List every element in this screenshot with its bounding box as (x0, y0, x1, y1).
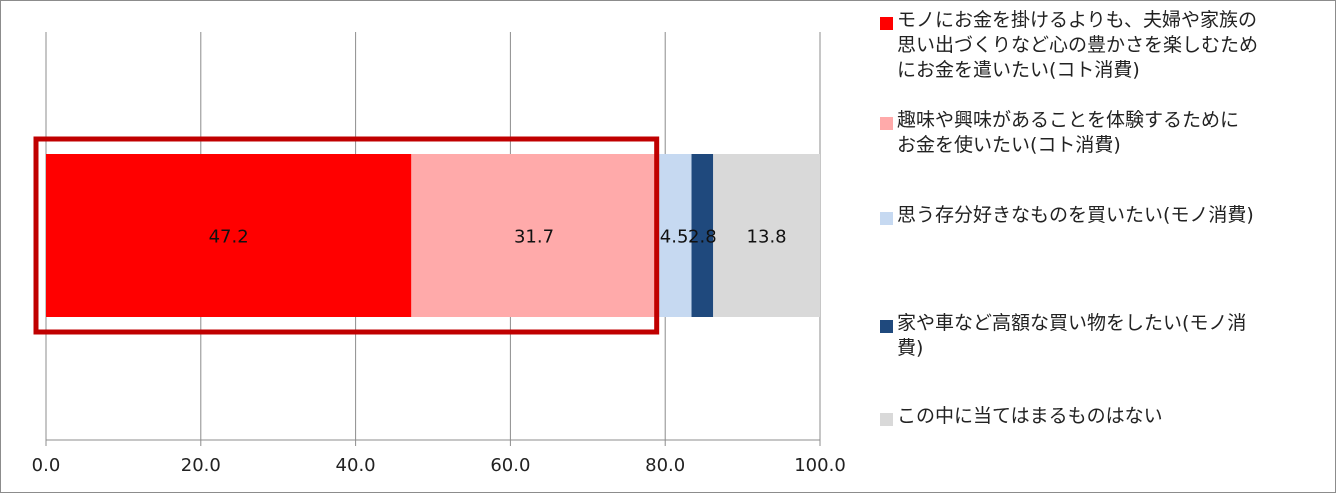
legend-swatch (880, 212, 893, 225)
legend-swatch (880, 413, 893, 426)
legend-swatch (880, 117, 893, 130)
legend-line: モノにお金を掛けるよりも、夫婦や家族の (897, 9, 1258, 31)
legend-label: 家や車など高額な買い物をしたい(モノ消 費) (897, 311, 1246, 361)
x-tick-label: 60.0 (490, 455, 530, 476)
data-label-2: 4.5 (660, 227, 689, 248)
bar-segment-0 (46, 154, 412, 317)
data-label-3: 2.8 (688, 227, 717, 248)
legend-line: この中に当てはまるものはない (897, 405, 1163, 427)
x-tick-label: 0.0 (32, 455, 61, 476)
x-tick-label: 80.0 (645, 455, 685, 476)
data-label-4: 13.8 (747, 227, 787, 248)
legend-item-mono-favorite: 思う存分好きなものを買いたい(モノ消費) (880, 203, 1325, 228)
legend-line: 家や車など高額な買い物をしたい(モノ消 (897, 312, 1247, 334)
data-label-1: 31.7 (514, 227, 554, 248)
legend-line: 費) (897, 337, 924, 359)
highlight-box (33, 136, 660, 335)
legend-line: 趣味や興味があることを体験するために (897, 109, 1240, 131)
legend-item-koto-family: モノにお金を掛けるよりも、夫婦や家族の 思い出づくりなど心の豊かさを楽しむため … (880, 8, 1325, 83)
legend-label: 思う存分好きなものを買いたい(モノ消費) (897, 203, 1254, 228)
legend-label: モノにお金を掛けるよりも、夫婦や家族の 思い出づくりなど心の豊かさを楽しむため … (897, 8, 1258, 83)
legend-swatch (880, 17, 893, 30)
data-label-0: 47.2 (209, 227, 249, 248)
x-tick-label: 20.0 (181, 455, 221, 476)
legend-line: お金を使いたい(コト消費) (897, 134, 1121, 156)
legend-item-koto-hobby: 趣味や興味があることを体験するために お金を使いたい(コト消費) (880, 108, 1325, 158)
legend-item-mono-expensive: 家や車など高額な買い物をしたい(モノ消 費) (880, 311, 1325, 361)
legend-line: にお金を遣いたい(コト消費) (897, 59, 1140, 81)
bar-segment-3 (691, 154, 714, 317)
legend-label: この中に当てはまるものはない (897, 404, 1163, 429)
legend-line: 思い出づくりなど心の豊かさを楽しむため (897, 34, 1259, 56)
bar-segment-1 (411, 154, 657, 317)
bar-segment-2 (656, 154, 692, 317)
x-tick-label: 40.0 (336, 455, 376, 476)
legend-label: 趣味や興味があることを体験するために お金を使いたい(コト消費) (897, 108, 1239, 158)
legend-item-none: この中に当てはまるものはない (880, 404, 1325, 429)
legend-swatch (880, 320, 893, 333)
x-tick-label: 100.0 (794, 455, 846, 476)
bar-segment-4 (713, 154, 820, 317)
legend-line: 思う存分好きなものを買いたい(モノ消費) (897, 204, 1254, 226)
